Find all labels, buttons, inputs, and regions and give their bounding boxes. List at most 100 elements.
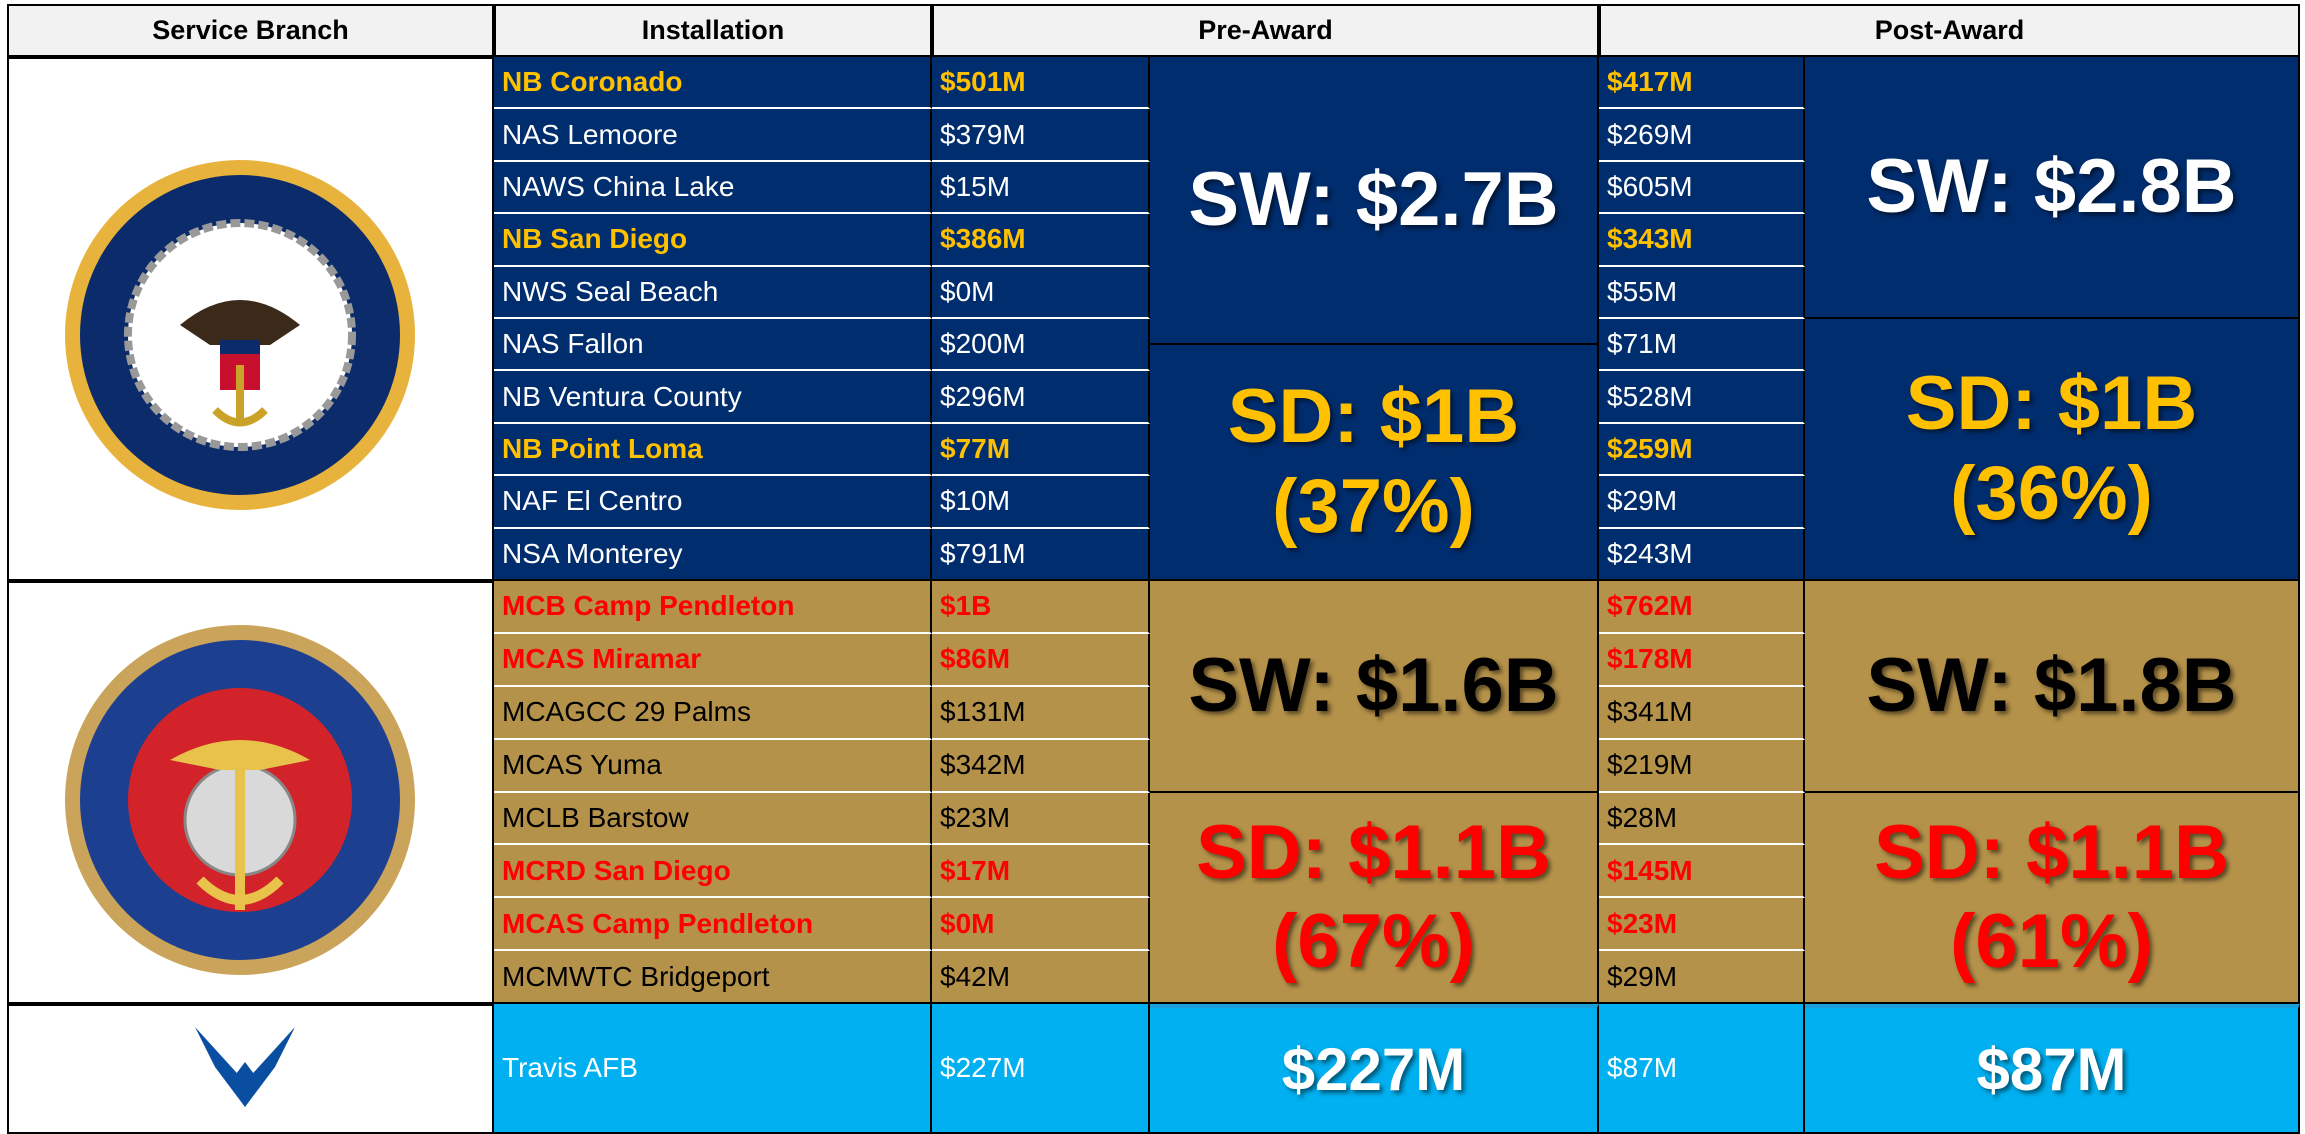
pre-value-cell: $1B	[932, 581, 1150, 634]
installation-cell: NAS Lemoore	[494, 109, 932, 162]
pre-award-value: $10M	[940, 485, 1011, 517]
sw-total: SW: $1.6B	[1188, 642, 1559, 728]
post-value-cell: $762M	[1599, 581, 1805, 634]
summary-total: $87M	[1976, 1035, 2127, 1103]
sw-total: SW: $1.8B	[1866, 642, 2237, 728]
sd-total: SD: $1B	[1227, 374, 1520, 460]
installation-name: NB Ventura County	[502, 380, 742, 412]
post-award-value: $341M	[1607, 696, 1693, 728]
installation-name: MCAS Camp Pendleton	[502, 907, 814, 939]
installation-cell: NB Point Loma	[494, 423, 932, 477]
navy-logo	[65, 160, 415, 510]
post-value-cell: $29M	[1599, 476, 1805, 529]
post-value-cell: $417M	[1599, 57, 1805, 110]
header-cell: Service Branch	[7, 4, 494, 57]
header-text: Installation	[641, 15, 785, 45]
sd-share: (67%)	[1272, 899, 1475, 985]
installation-name: NAS Fallon	[502, 328, 644, 360]
post-award-value: $87M	[1607, 1052, 1678, 1083]
installation-cell: NAWS China Lake	[494, 161, 932, 215]
header-cell: Installation	[494, 4, 932, 57]
pre-value-cell: $791M	[932, 528, 1150, 581]
post-value-cell: $29M	[1599, 951, 1805, 1004]
installation-cell: MCLB Barstow	[494, 792, 932, 846]
pre-value-cell: $131M	[932, 686, 1150, 740]
post-value-cell: $528M	[1599, 371, 1805, 424]
installation-name: NSA Monterey	[502, 537, 683, 569]
pre-value-cell: $386M	[932, 214, 1150, 267]
post-award-value: $259M	[1607, 432, 1693, 464]
installation-name: MCB Camp Pendleton	[502, 590, 795, 622]
pre-award-value: $501M	[940, 66, 1026, 98]
post-award-value: $29M	[1607, 485, 1678, 517]
installation-cell: NAS Fallon	[494, 319, 932, 372]
installation-cell: NWS Seal Beach	[494, 266, 932, 319]
pre-award-value: $0M	[940, 275, 995, 307]
post-value-cell: $178M	[1599, 633, 1805, 687]
header-text: Service Branch	[152, 15, 349, 45]
summary-cell: SW: $2.7B	[1150, 57, 1599, 346]
summary-cell: SD: $1B (36%)	[1805, 319, 2300, 581]
installation-name: NAWS China Lake	[502, 170, 735, 202]
installation-cell: MCAS Camp Pendleton	[494, 898, 932, 952]
pre-award-value: $296M	[940, 380, 1026, 412]
summary-cell: SW: $1.6B	[1150, 581, 1599, 793]
pre-award-value: $17M	[940, 854, 1011, 886]
pre-award-value: $77M	[940, 432, 1011, 464]
pre-award-value: $0M	[940, 907, 995, 939]
pre-award-value: $791M	[940, 537, 1026, 569]
post-value-cell: $341M	[1599, 686, 1805, 740]
installation-cell: MCB Camp Pendleton	[494, 581, 932, 634]
summary-cell: $87M	[1805, 1004, 2300, 1134]
branch-cell	[7, 1004, 494, 1134]
installation-name: MCRD San Diego	[502, 854, 731, 886]
pre-value-cell: $23M	[932, 792, 1150, 846]
sd-total: SD: $1B	[1905, 361, 2198, 447]
installation-name: MCAGCC 29 Palms	[502, 696, 751, 728]
pre-award-value: $227M	[940, 1052, 1026, 1083]
installation-name: MCAS Yuma	[502, 749, 662, 781]
pre-value-cell: $0M	[932, 266, 1150, 319]
post-award-value: $417M	[1607, 66, 1693, 98]
post-value-cell: $23M	[1599, 898, 1805, 952]
post-award-value: $29M	[1607, 960, 1678, 992]
pre-value-cell: $17M	[932, 845, 1150, 899]
installation-name: MCAS Miramar	[502, 643, 702, 675]
pre-value-cell: $296M	[932, 371, 1150, 424]
header-cell: Pre-Award	[932, 4, 1599, 57]
sw-total: SW: $2.7B	[1188, 157, 1559, 243]
installation-name: NAF El Centro	[502, 485, 683, 517]
post-value-cell: $145M	[1599, 845, 1805, 899]
installation-cell: MCMWTC Bridgeport	[494, 951, 932, 1004]
pre-award-value: $342M	[940, 749, 1026, 781]
post-award-value: $23M	[1607, 907, 1678, 939]
post-value-cell: $219M	[1599, 739, 1805, 793]
marine-logo	[65, 625, 415, 975]
post-award-value: $528M	[1607, 380, 1693, 412]
summary-cell: SD: $1.1B (67%)	[1150, 792, 1599, 1004]
post-award-value: $55M	[1607, 275, 1678, 307]
post-value-cell: $259M	[1599, 423, 1805, 477]
summary-cell: SW: $2.8B	[1805, 57, 2300, 319]
pre-value-cell: $10M	[932, 476, 1150, 529]
post-value-cell: $87M	[1599, 1004, 1805, 1134]
post-award-value: $145M	[1607, 854, 1693, 886]
pre-value-cell: $15M	[932, 161, 1150, 215]
pre-value-cell: $200M	[932, 319, 1150, 372]
summary-cell: SD: $1.1B (61%)	[1805, 792, 2300, 1004]
pre-award-value: $131M	[940, 696, 1026, 728]
post-award-value: $243M	[1607, 537, 1693, 569]
pre-value-cell: $42M	[932, 951, 1150, 1004]
post-award-value: $71M	[1607, 328, 1678, 360]
header-text: Post-Award	[1874, 15, 2025, 45]
installation-cell: MCAS Yuma	[494, 739, 932, 793]
pre-value-cell: $77M	[932, 423, 1150, 477]
installation-cell: MCRD San Diego	[494, 845, 932, 899]
summary-total: $227M	[1281, 1035, 1466, 1103]
summary-cell: SD: $1B (37%)	[1150, 345, 1599, 581]
post-award-value: $28M	[1607, 801, 1678, 833]
post-value-cell: $243M	[1599, 528, 1805, 581]
post-value-cell: $28M	[1599, 792, 1805, 846]
installation-name: MCMWTC Bridgeport	[502, 960, 770, 992]
installation-name: MCLB Barstow	[502, 801, 689, 833]
